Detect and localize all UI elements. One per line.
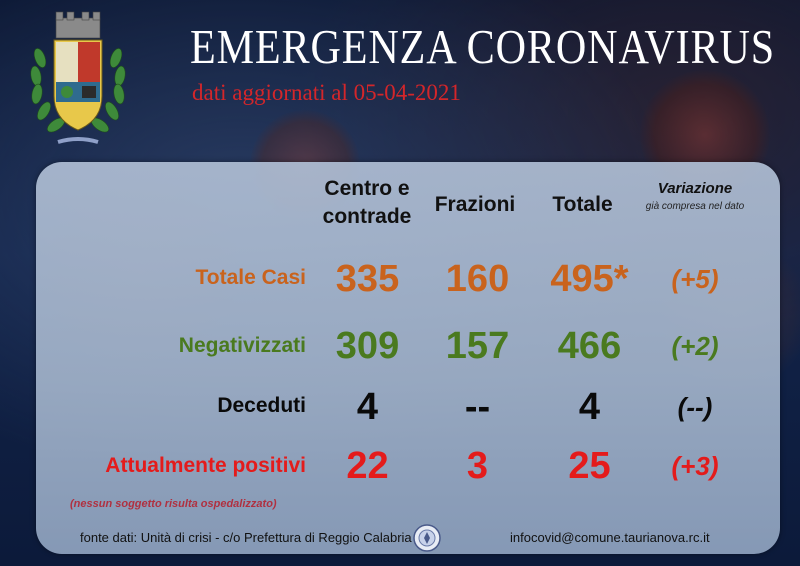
column-header-totale: Totale (552, 193, 613, 216)
column-header-frazioni: Frazioni (434, 193, 516, 216)
negativizzati-variazione: (+2) (671, 331, 719, 361)
data-panel (36, 162, 780, 554)
row-label-attualmente-positivi: Attualmente positivi (105, 454, 306, 477)
row-label-negativizzati: Negativizzati (178, 334, 306, 357)
deceduti-totale: 4 (578, 386, 601, 428)
negativizzati-frazioni: 157 (445, 325, 510, 367)
column-header-variazione-note: già compresa nel dato (645, 201, 745, 212)
page-title: EMERGENZA CORONAVIRUS (190, 19, 776, 74)
totale-casi-totale: 495* (550, 258, 629, 300)
deceduti-frazioni: -- (464, 386, 491, 428)
deceduti-centro: 4 (356, 386, 379, 428)
deceduti-variazione: (--) (677, 392, 713, 422)
positivi-variazione: (+3) (671, 451, 719, 481)
positivi-frazioni: 3 (466, 445, 489, 487)
negativizzati-totale: 466 (557, 325, 622, 367)
hospitalization-note: (nessun soggetto risulta ospedalizzato) (70, 498, 277, 510)
row-label-deceduti: Deceduti (217, 394, 306, 417)
update-date: dati aggiornati al 05-04-2021 (192, 80, 461, 105)
negativizzati-centro: 309 (335, 325, 400, 367)
positivi-totale: 25 (568, 445, 611, 487)
positivi-centro: 22 (346, 445, 389, 487)
column-header-variazione: Variazione (657, 180, 733, 197)
contact-email[interactable]: infocovid@comune.taurianova.rc.it (510, 530, 710, 545)
totale-casi-frazioni: 160 (445, 258, 510, 300)
municipal-crest-icon (30, 11, 126, 144)
data-source: fonte dati: Unità di crisi - c/o Prefett… (80, 530, 412, 545)
totale-casi-centro: 335 (335, 258, 400, 300)
column-header-centro: Centro e contrade (322, 177, 412, 228)
prefettura-seal-icon (413, 524, 441, 552)
totale-casi-variazione: (+5) (671, 264, 719, 294)
row-label-totale-casi: Totale Casi (195, 266, 306, 289)
